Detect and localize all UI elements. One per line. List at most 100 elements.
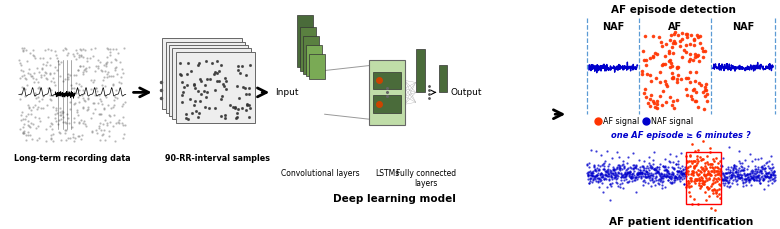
Point — [651, 102, 663, 105]
Point — [653, 167, 665, 171]
Point — [118, 46, 130, 50]
Point — [683, 194, 696, 198]
Point — [722, 180, 734, 183]
Point — [704, 165, 716, 169]
Point — [640, 166, 652, 169]
Point — [49, 117, 62, 120]
Point — [693, 169, 706, 172]
Point — [636, 164, 649, 168]
Point — [715, 173, 728, 177]
Point — [651, 169, 663, 173]
Point — [630, 175, 643, 179]
Point — [722, 180, 735, 184]
Point — [584, 176, 597, 180]
Point — [695, 184, 707, 188]
Point — [594, 178, 607, 182]
Point — [54, 113, 66, 117]
Point — [174, 72, 186, 76]
Point — [84, 116, 97, 120]
Point — [91, 90, 104, 93]
Point — [185, 69, 197, 73]
Point — [72, 68, 84, 71]
Point — [693, 178, 705, 182]
Point — [659, 175, 672, 179]
Point — [667, 75, 679, 79]
Point — [668, 41, 681, 45]
Point — [663, 175, 675, 178]
Point — [182, 117, 194, 121]
Point — [68, 54, 80, 58]
Point — [101, 121, 113, 125]
Point — [584, 177, 597, 180]
Point — [209, 88, 222, 92]
Point — [619, 174, 631, 178]
Point — [66, 86, 78, 90]
Point — [654, 177, 666, 181]
Point — [690, 161, 703, 164]
Point — [696, 157, 708, 161]
Point — [625, 174, 637, 178]
Point — [22, 112, 34, 116]
Point — [750, 157, 762, 161]
Point — [180, 112, 193, 116]
Point — [670, 66, 682, 69]
Point — [671, 176, 683, 179]
Point — [668, 176, 680, 180]
Point — [686, 169, 698, 173]
Point — [181, 72, 193, 76]
Point — [648, 177, 661, 180]
Point — [708, 187, 721, 191]
Point — [710, 169, 722, 172]
Point — [763, 166, 775, 170]
Point — [751, 175, 764, 179]
Point — [178, 85, 190, 89]
Point — [176, 100, 188, 104]
Point — [102, 104, 115, 107]
Point — [745, 177, 757, 180]
Point — [675, 171, 688, 174]
Point — [87, 112, 100, 115]
Point — [48, 83, 61, 87]
Point — [620, 180, 633, 184]
Point — [736, 165, 748, 169]
Point — [687, 179, 700, 183]
Point — [73, 134, 85, 137]
Point — [23, 106, 35, 110]
Point — [648, 105, 661, 109]
Bar — [172, 48, 251, 119]
Point — [599, 159, 612, 163]
Point — [15, 92, 27, 96]
Point — [642, 174, 654, 178]
Point — [691, 159, 704, 163]
Point — [101, 123, 114, 127]
Point — [73, 88, 85, 91]
Point — [672, 174, 685, 177]
Point — [647, 55, 659, 59]
Point — [625, 175, 637, 179]
Point — [641, 170, 654, 174]
Point — [77, 106, 90, 110]
Point — [79, 100, 91, 103]
Point — [108, 104, 120, 107]
Point — [680, 185, 693, 188]
Point — [28, 80, 41, 84]
Point — [672, 33, 684, 37]
Point — [746, 176, 759, 180]
Point — [50, 53, 62, 57]
Point — [676, 171, 689, 175]
Point — [106, 83, 119, 87]
Point — [82, 106, 94, 109]
Point — [585, 174, 597, 177]
Point — [653, 182, 665, 186]
Point — [80, 66, 92, 70]
Point — [632, 170, 644, 174]
Point — [590, 179, 602, 183]
Point — [687, 58, 700, 62]
Point — [107, 105, 119, 109]
Point — [600, 169, 612, 173]
Point — [215, 97, 227, 101]
Point — [93, 127, 105, 130]
Point — [746, 177, 759, 181]
Point — [69, 74, 82, 77]
Point — [56, 111, 69, 115]
